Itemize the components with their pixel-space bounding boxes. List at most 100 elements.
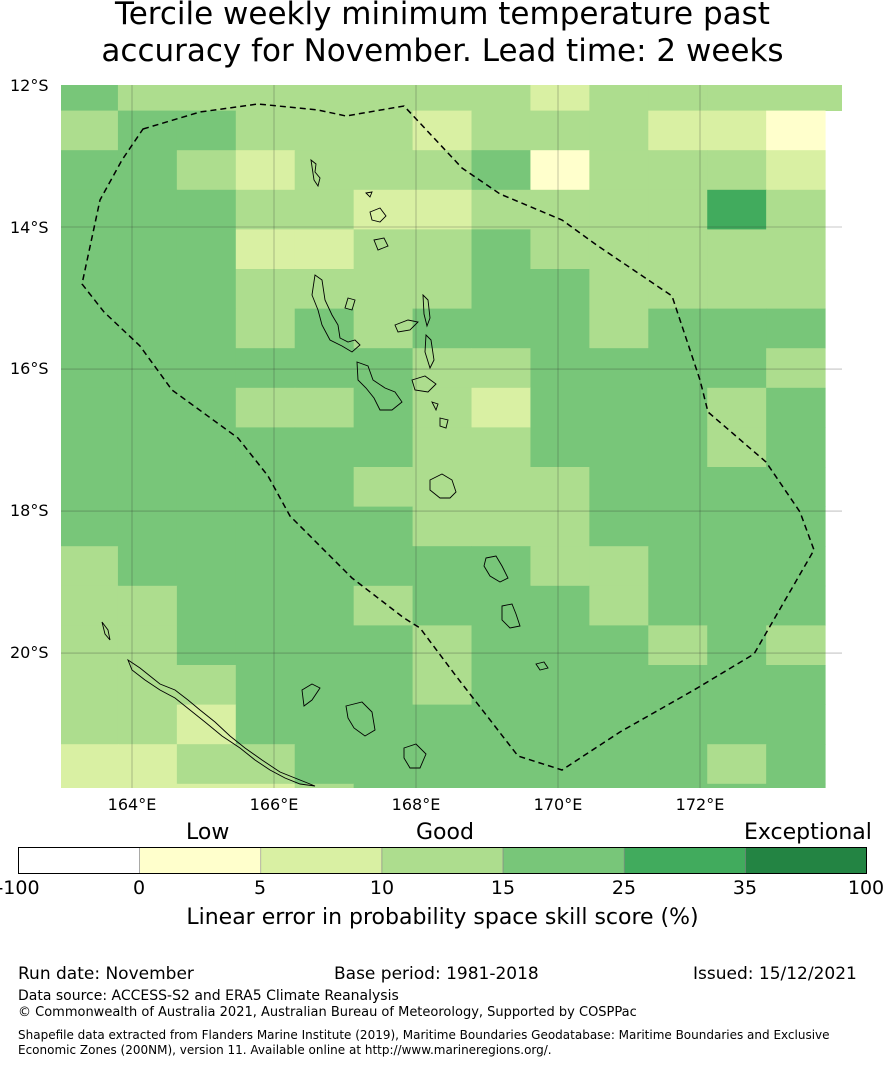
- skill-cell: [530, 546, 590, 587]
- skill-cell: [648, 546, 708, 587]
- skill-cell: [61, 387, 119, 428]
- skill-cell: [648, 585, 708, 626]
- skill-cell: [294, 665, 355, 705]
- skill-cell: [530, 387, 590, 428]
- tick-15: 15: [490, 877, 516, 899]
- skill-cell: [353, 546, 414, 587]
- skill-cell: [648, 308, 708, 349]
- skill-cell: [707, 85, 767, 111]
- skill-cell: [530, 625, 590, 666]
- skill-cell: [117, 467, 178, 507]
- skill-cell: [589, 348, 649, 389]
- tick-10: 10: [369, 877, 395, 899]
- skill-cell: [589, 150, 649, 191]
- skill-cell: [353, 269, 414, 309]
- skill-cell: [707, 783, 767, 788]
- skill-cell: [235, 308, 296, 349]
- skill-cell: [471, 308, 531, 349]
- tanna-island: [501, 603, 521, 629]
- skill-cell: [648, 467, 708, 507]
- skill-cell: [61, 269, 119, 309]
- colorbar-bin: [139, 847, 262, 874]
- graticule: [61, 85, 842, 788]
- tick-minus-100: -100: [0, 877, 40, 899]
- skill-cell: [176, 467, 237, 507]
- skill-cell: [589, 269, 649, 309]
- skill-cell: [412, 427, 473, 468]
- skill-cell: [589, 625, 649, 666]
- skill-cell: [471, 189, 531, 230]
- tick-35: 35: [732, 877, 758, 899]
- skill-cell: [766, 308, 826, 349]
- skill-cell: [353, 150, 414, 191]
- lon-label-168e: 168°E: [391, 795, 441, 814]
- skill-cell: [530, 783, 590, 788]
- skill-cell: [353, 387, 414, 428]
- skill-cell: [353, 783, 414, 788]
- skill-cell: [235, 189, 296, 230]
- skill-cell: [117, 665, 178, 705]
- skill-cell: [235, 665, 296, 705]
- skill-cell: [707, 229, 767, 270]
- skill-cell: [766, 783, 826, 788]
- paama-island: [431, 401, 439, 412]
- aoba-island: [394, 319, 419, 333]
- skill-cell: [589, 467, 649, 507]
- skill-cell: [766, 506, 826, 547]
- skill-cell: [412, 150, 473, 191]
- base-period: Base period: 1981-2018: [334, 964, 539, 984]
- skill-cell: [530, 744, 590, 785]
- colorbar-bin: [502, 847, 625, 874]
- skill-cell: [61, 744, 119, 785]
- skill-cell: [412, 269, 473, 309]
- skill-cell: [235, 348, 296, 389]
- belep-islands: [101, 621, 111, 641]
- aneityum-island: [535, 661, 549, 671]
- skill-cell: [294, 85, 355, 111]
- skill-cell: [589, 546, 649, 587]
- skill-cell: [353, 585, 414, 626]
- skill-cell: [61, 704, 119, 745]
- skill-cell: [412, 546, 473, 587]
- skill-cell: [707, 427, 767, 468]
- skill-cell: [176, 704, 237, 745]
- skill-cell: [176, 506, 237, 547]
- eez-boundary: [81, 103, 815, 771]
- skill-cell: [294, 348, 355, 389]
- skill-cell: [176, 308, 237, 349]
- skill-cell: [530, 467, 590, 507]
- skill-cell: [471, 269, 531, 309]
- skill-cell: [530, 506, 590, 547]
- skill-cell: [61, 585, 119, 626]
- island-outlines: [101, 158, 549, 787]
- skill-cell: [235, 110, 296, 151]
- tick-0: 0: [132, 877, 146, 899]
- lat-label-12s: 12°S: [10, 76, 49, 95]
- chart-title: Tercile weekly minimum temperature past …: [0, 0, 885, 70]
- skill-cell: [61, 348, 119, 389]
- skill-cell: [707, 467, 767, 507]
- skill-cell: [294, 308, 355, 349]
- skill-cell: [471, 704, 531, 745]
- skill-cell: [61, 85, 119, 111]
- skill-cell: [589, 506, 649, 547]
- skill-cell: [235, 229, 296, 270]
- skill-cell: [176, 585, 237, 626]
- skill-cell: [353, 467, 414, 507]
- skill-cell: [353, 189, 414, 230]
- skill-cell: [294, 625, 355, 666]
- skill-cell: [117, 625, 178, 666]
- lat-label-20s: 20°S: [10, 643, 49, 662]
- title-line-2: accuracy for November. Lead time: 2 week…: [101, 33, 784, 69]
- torres-islands: [310, 158, 321, 188]
- skill-cell: [412, 387, 473, 428]
- shapefile-credit-line-2: Economic Zones (200NM), version 11. Avai…: [18, 1043, 552, 1057]
- colorbar-bin: [260, 847, 383, 874]
- skill-cell: [530, 704, 590, 745]
- skill-cell: [117, 189, 178, 230]
- skill-cell: [766, 387, 826, 428]
- skill-cell: [766, 625, 826, 666]
- skill-cell: [766, 704, 826, 745]
- skill-cell: [648, 783, 708, 788]
- skill-cell: [294, 229, 355, 270]
